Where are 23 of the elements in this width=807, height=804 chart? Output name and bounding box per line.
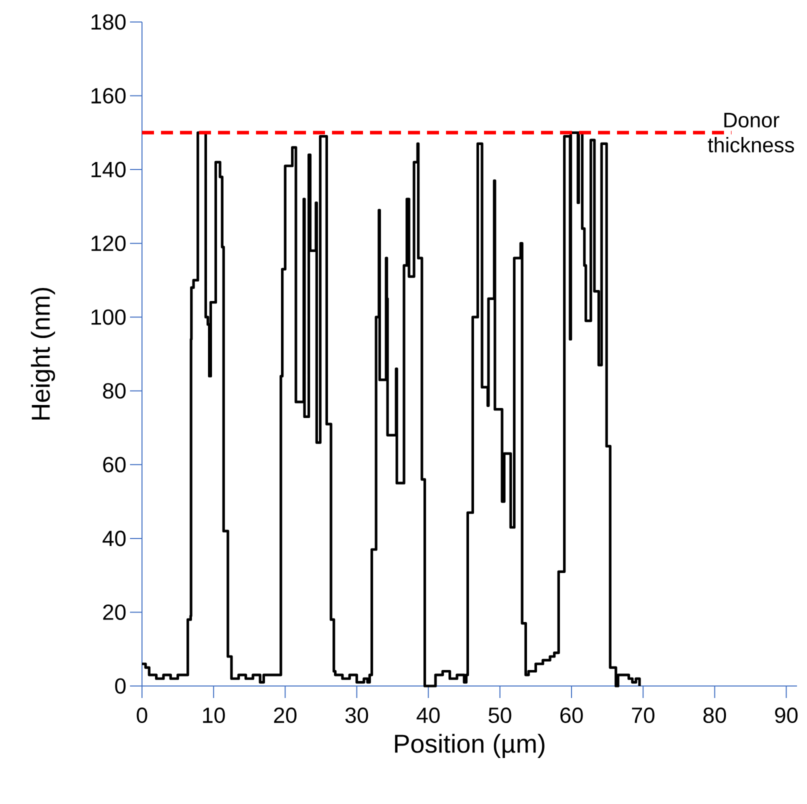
y-axis-title: Height (nm) bbox=[30, 288, 56, 420]
y-tick-label: 20 bbox=[103, 604, 126, 620]
y-tick-label: 0 bbox=[115, 678, 126, 694]
x-tick-label: 30 bbox=[345, 708, 368, 724]
x-tick-label: 0 bbox=[136, 708, 148, 724]
y-tick-label: 180 bbox=[92, 14, 126, 30]
x-tick-label: 70 bbox=[632, 708, 654, 724]
ref-line-label: Donor thickness bbox=[708, 112, 794, 152]
x-tick-label: 90 bbox=[775, 708, 798, 724]
x-tick-label: 50 bbox=[488, 708, 512, 724]
y-tick-label: 80 bbox=[103, 383, 126, 399]
y-tick-label: 60 bbox=[103, 456, 126, 472]
y-tick-label: 160 bbox=[92, 88, 126, 104]
y-tick-label: 140 bbox=[92, 162, 126, 178]
x-tick-label: 20 bbox=[274, 708, 296, 724]
y-tick-label: 100 bbox=[92, 309, 126, 325]
x-axis-title: Position (µm) bbox=[395, 734, 544, 758]
x-tick-label: 80 bbox=[703, 708, 726, 724]
x-tick-label: 60 bbox=[560, 708, 583, 724]
x-tick-label: 40 bbox=[416, 708, 440, 724]
x-tick-label: 10 bbox=[203, 708, 225, 724]
y-tick-label: 120 bbox=[92, 236, 126, 252]
y-tick-label: 40 bbox=[102, 530, 126, 546]
